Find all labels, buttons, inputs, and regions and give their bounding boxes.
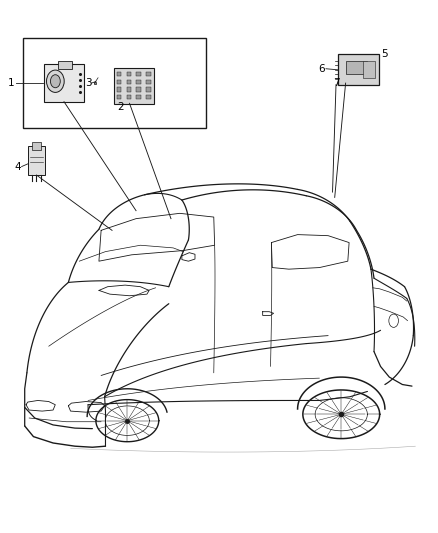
Bar	[363, 61, 375, 78]
Bar	[137, 80, 141, 84]
Bar	[146, 87, 151, 92]
Bar	[28, 146, 45, 175]
Bar	[146, 72, 151, 76]
Bar	[58, 61, 72, 69]
Bar	[117, 72, 121, 76]
Bar	[137, 95, 141, 100]
Bar	[117, 95, 121, 100]
Text: 6: 6	[318, 64, 325, 74]
Ellipse shape	[46, 70, 64, 92]
Text: 3: 3	[85, 78, 92, 88]
Bar	[22, 38, 206, 128]
Bar	[32, 142, 41, 150]
Bar	[117, 87, 121, 92]
Bar	[114, 68, 153, 104]
Bar	[338, 54, 379, 85]
Ellipse shape	[50, 75, 60, 88]
Bar	[137, 72, 141, 76]
Bar	[127, 87, 131, 92]
Bar	[346, 61, 367, 75]
Bar	[127, 80, 131, 84]
Text: 5: 5	[381, 49, 387, 59]
Bar	[127, 72, 131, 76]
Bar	[146, 80, 151, 84]
Text: 7: 7	[333, 78, 339, 88]
Bar	[117, 80, 121, 84]
Bar	[146, 95, 151, 100]
Text: 2: 2	[117, 102, 124, 112]
Bar	[127, 95, 131, 100]
Bar	[137, 87, 141, 92]
Bar	[44, 64, 84, 102]
Text: 4: 4	[14, 161, 21, 172]
Text: 1: 1	[8, 78, 15, 88]
